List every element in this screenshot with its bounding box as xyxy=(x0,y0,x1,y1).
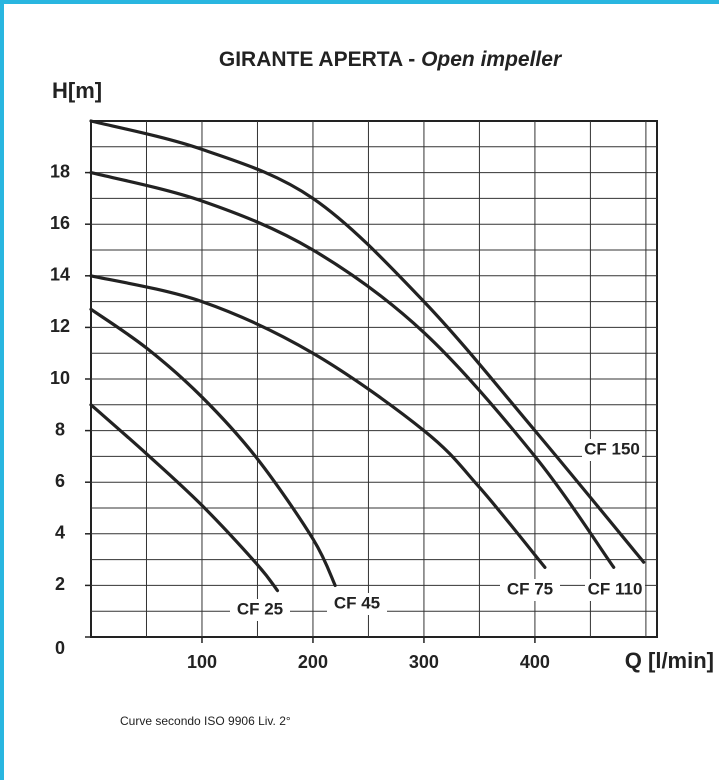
footnote: Curve secondo ISO 9906 Liv. 2° xyxy=(120,714,291,728)
title-main: GIRANTE APERTA - xyxy=(219,48,421,71)
x-tick-label: 100 xyxy=(187,652,217,672)
y-tick-label: 2 xyxy=(55,574,65,594)
y-tick-label: 4 xyxy=(55,523,65,543)
y-tick-label: 10 xyxy=(50,368,70,388)
curve-label: CF 75 xyxy=(507,579,553,598)
curve xyxy=(89,307,337,587)
y-tick-label: 6 xyxy=(55,471,65,491)
frame-top xyxy=(0,0,719,4)
chart-title: GIRANTE APERTA - Open impeller xyxy=(219,48,563,71)
y-tick-label: 14 xyxy=(50,265,70,285)
curve xyxy=(89,119,646,564)
label-bg xyxy=(582,439,642,461)
y-tick-label: 0 xyxy=(55,638,65,658)
title-italic: Open impeller xyxy=(421,48,563,71)
label-bg xyxy=(230,599,290,621)
frame-left xyxy=(0,0,4,780)
y-tick-label: 18 xyxy=(50,161,70,181)
y-tick-label: 12 xyxy=(50,316,70,336)
x-tick-label: 400 xyxy=(520,652,550,672)
curve-label: CF 150 xyxy=(584,439,640,458)
curve xyxy=(89,171,616,569)
label-bg xyxy=(585,579,645,601)
y-tick-label: 8 xyxy=(55,419,65,439)
x-tick-label: 200 xyxy=(298,652,328,672)
curve-label: CF 110 xyxy=(588,579,643,598)
y-axis-label: H[m] xyxy=(52,78,102,103)
label-bg xyxy=(327,593,387,615)
x-tick-label: 300 xyxy=(409,652,439,672)
label-bg xyxy=(500,579,560,601)
y-tick-label: 16 xyxy=(50,213,70,233)
curve xyxy=(89,274,547,569)
curve-label: CF 25 xyxy=(237,599,283,618)
curve-label: CF 45 xyxy=(334,593,380,612)
x-axis-label: Q [l/min] xyxy=(625,648,714,673)
curve xyxy=(89,403,280,593)
